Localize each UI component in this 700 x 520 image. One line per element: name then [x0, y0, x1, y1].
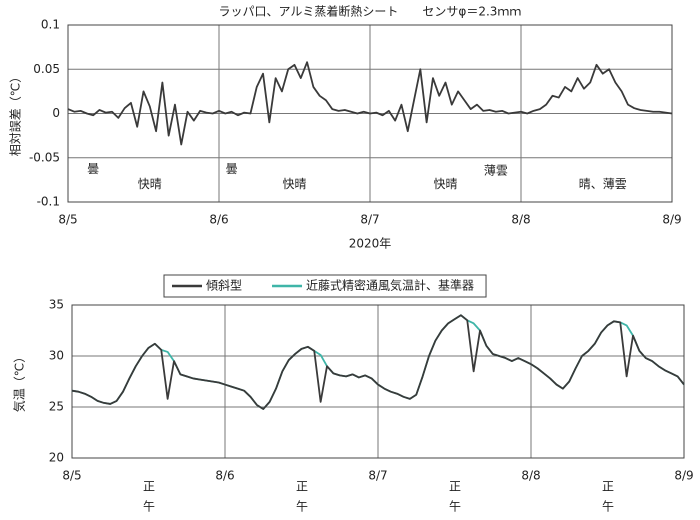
annotation: 薄雲 [484, 163, 508, 178]
x-tick-label: 8/9 [662, 213, 681, 227]
y-tick-label: 0.1 [41, 18, 60, 32]
x-tick-label: 8/6 [209, 213, 228, 227]
x-axis-label: 2020年 [349, 237, 392, 251]
annotation: 快晴 [138, 177, 162, 191]
plot-frame [71, 304, 685, 459]
annotation: 正午 [448, 480, 462, 520]
x-tick-label: 8/5 [62, 469, 81, 483]
annotation: 晴、薄雲 [579, 176, 627, 191]
annotation: 正午 [601, 480, 615, 520]
x-tick-label: 8/5 [58, 213, 77, 227]
x-tick-label: 8/7 [360, 213, 379, 227]
annotation: 快晴 [433, 177, 457, 191]
x-tick-label: 8/7 [368, 469, 387, 483]
y-tick-label: 30 [49, 349, 64, 363]
x-tick-label: 8/6 [215, 469, 234, 483]
annotation: 曇 [226, 162, 238, 176]
y-tick-label: 0 [52, 106, 60, 120]
data-line [71, 314, 685, 410]
x-tick-label: 8/9 [674, 469, 693, 483]
chart-title: ラッパ口、アルミ蒸着断熱シート センサφ＝2.3ｍｍ [219, 4, 522, 19]
legend-box [163, 274, 487, 298]
annotation: 快晴 [282, 177, 306, 191]
y-axis-label: 気温（℃） [12, 351, 27, 412]
y-tick-label: 0.05 [33, 62, 60, 76]
annotation: 正午 [142, 480, 156, 520]
y-tick-label: 20 [49, 451, 64, 465]
annotation: 正午 [295, 480, 309, 520]
legend: 傾斜型 近藤式精密通風気温計、基準器 [172, 278, 474, 293]
data-line [67, 61, 673, 146]
annotation: 曇 [87, 162, 99, 176]
x-tick-label: 8/8 [521, 469, 540, 483]
y-axis-label: 相対誤差（℃） [8, 71, 23, 156]
y-tick-label: 35 [49, 298, 64, 312]
x-tick-label: 8/8 [511, 213, 530, 227]
legend-label: 近藤式精密通風気温計、基準器 [306, 278, 474, 293]
y-tick-label: -0.05 [29, 150, 60, 164]
legend-label: 傾斜型 [206, 279, 242, 293]
y-tick-label: -0.1 [37, 195, 60, 209]
y-tick-label: 25 [49, 400, 64, 414]
